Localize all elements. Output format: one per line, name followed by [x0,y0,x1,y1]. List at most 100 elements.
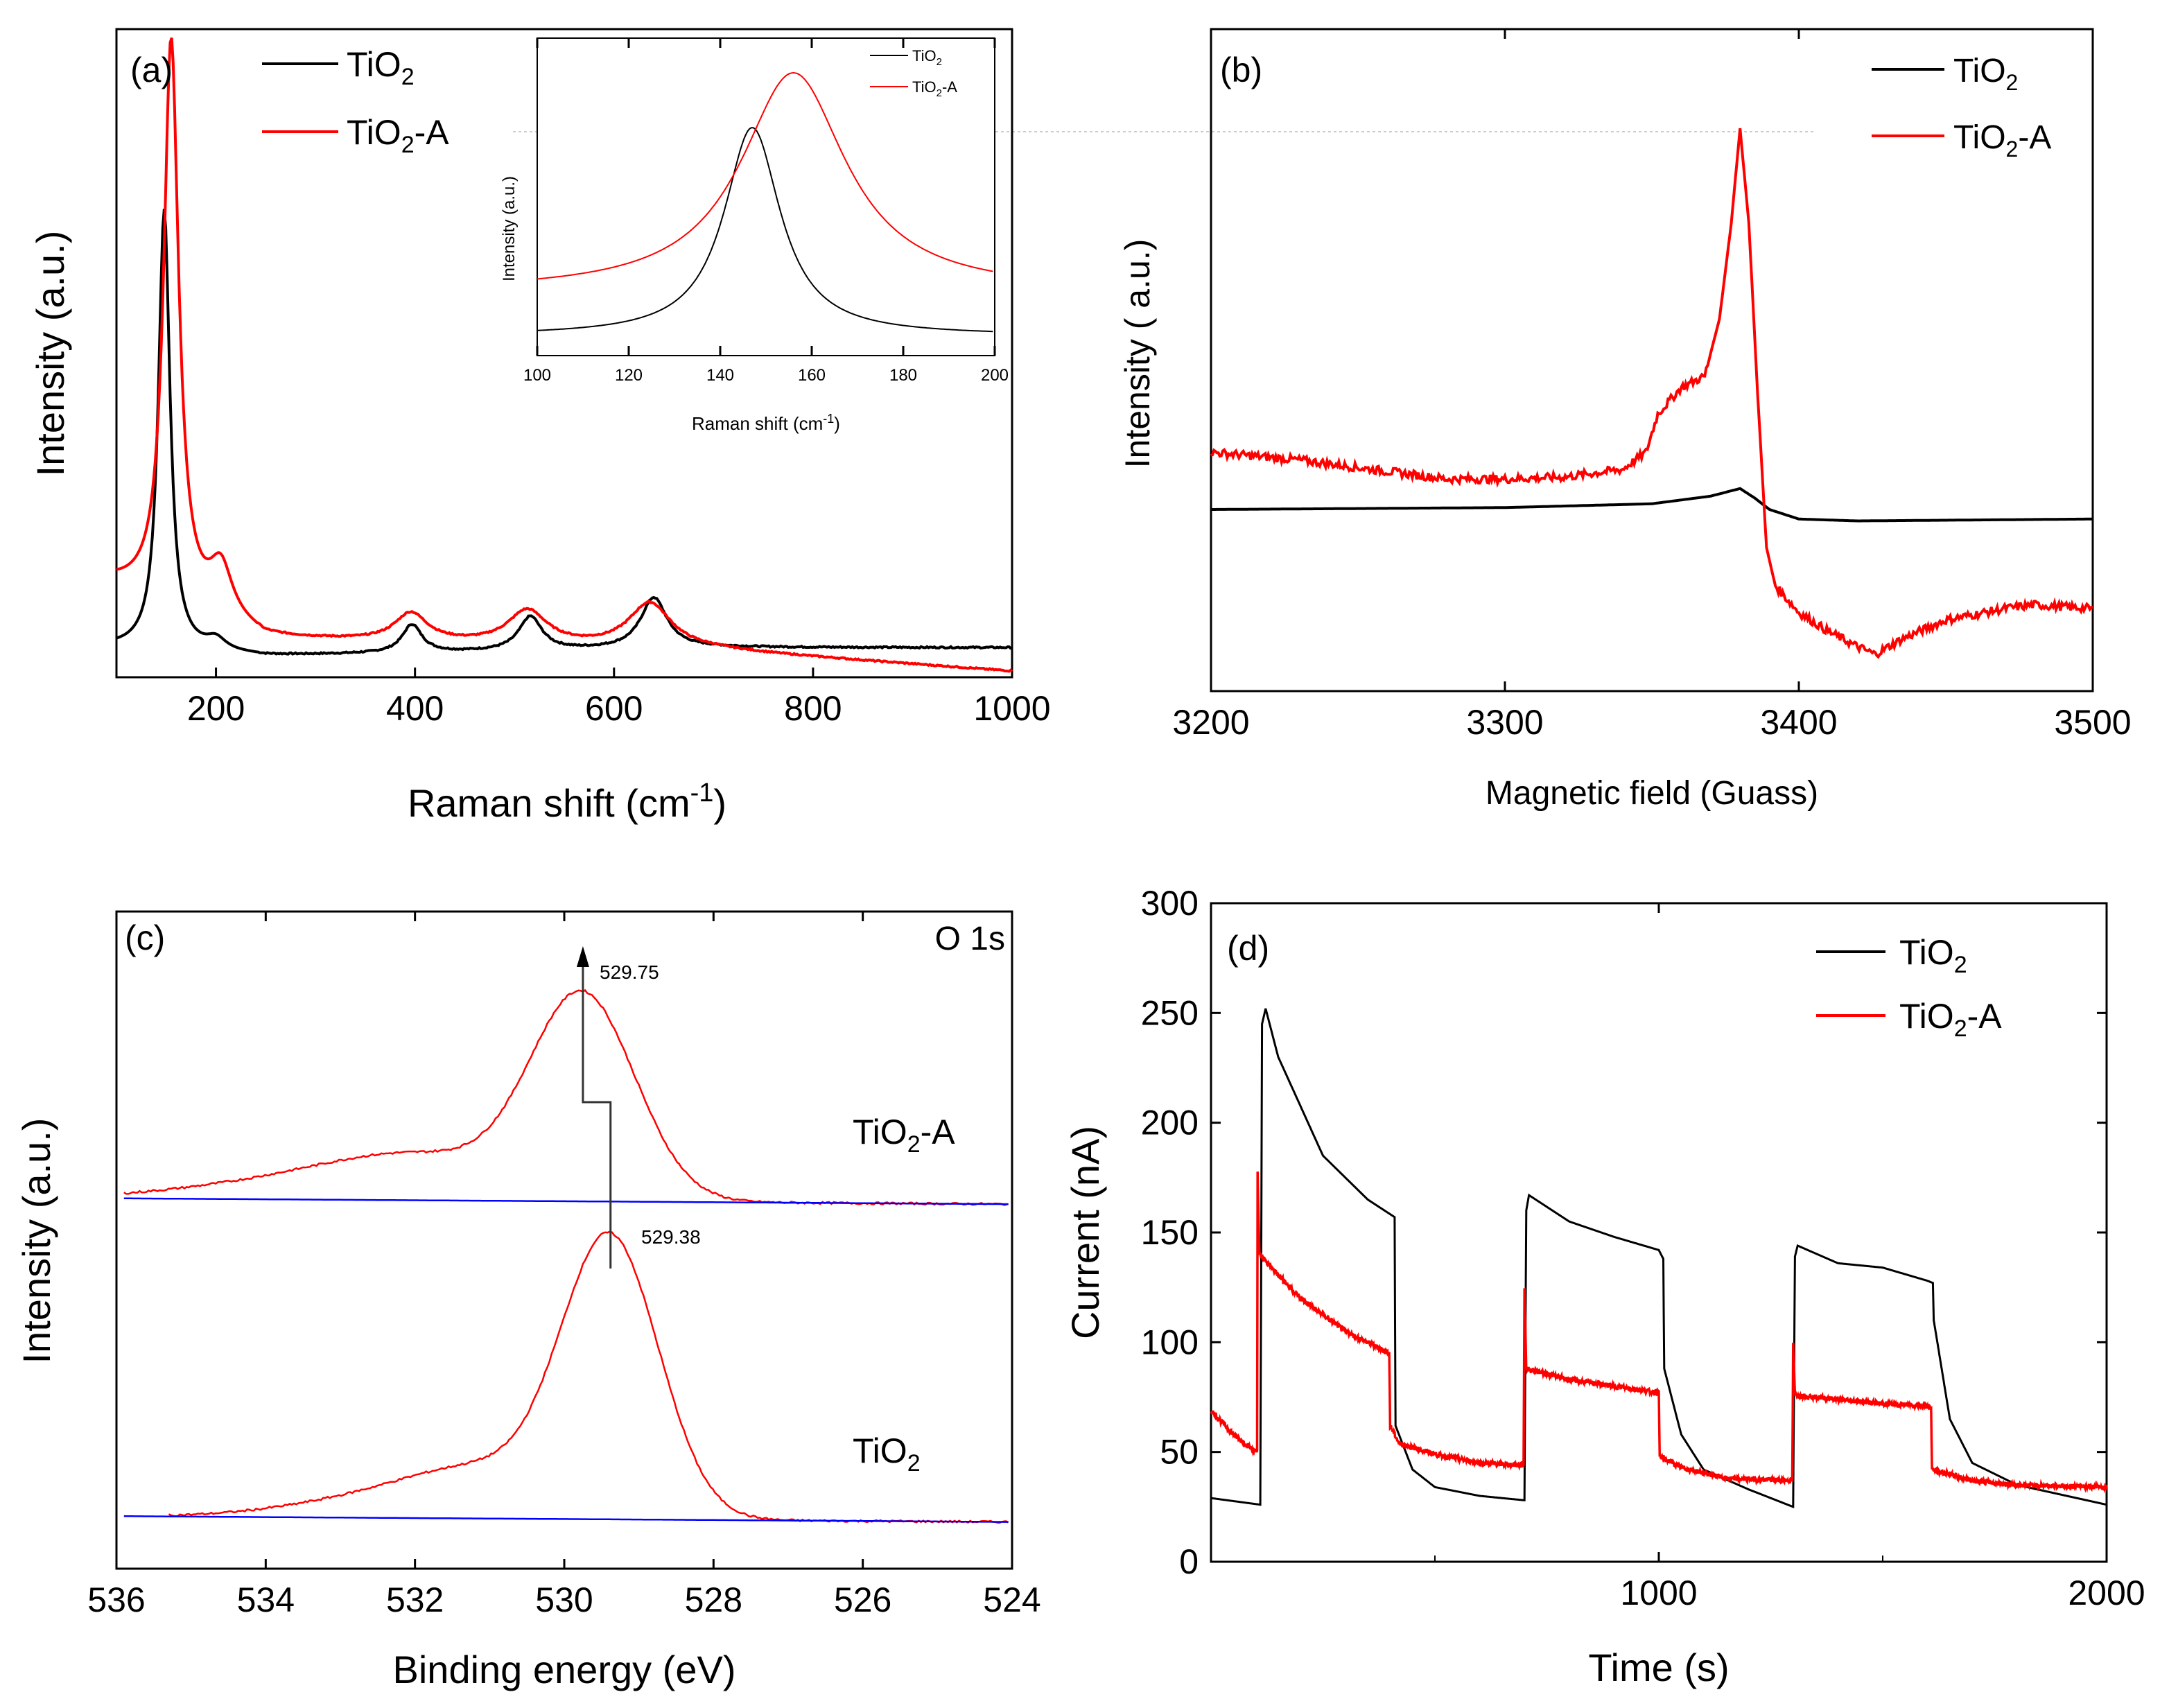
panel-a-x-axis-label: Raman shift (cm-1) [408,778,726,825]
panel-b-x-tick-label: 3500 [2054,703,2131,742]
panel-c-x-tick-label: 524 [983,1580,1040,1619]
panel-b-legend-label-tio2a: TiO2-A [1953,119,2051,162]
panel-a-legend-tio2a-base: TiO [347,113,401,152]
panel-d-legend-tio2-base: TiO [1899,933,1954,972]
panel-d-legend: TiO2 TiO2-A [1816,933,2002,1042]
inset-series-tio2-line [537,127,993,333]
panel-c-label-tio2-base: TiO [853,1431,907,1470]
inset-series-tio2a-line [537,71,993,280]
panel-c-label-tio2-sub: 2 [907,1450,921,1476]
inset-x-tick-label: 160 [798,366,826,385]
panel-a-label: (a) [130,51,173,89]
panel-c-title: O 1s [935,921,1005,957]
panel-d-y-tick-label: 250 [1141,993,1199,1032]
inset-x-ticks: 100 120 140 160 180 200 [523,38,1009,385]
inset-x-tick-label: 100 [523,366,551,385]
inset-series [537,71,993,333]
panel-c-label-tio2a: TiO2-A [853,1113,955,1158]
peak-arrow-icon [576,946,589,967]
panel-b-x-axis-label: Magnetic field (Guass) [1486,775,1818,812]
panel-a-x-axis-label-main: Raman shift (cm [408,781,690,825]
panel-c-label-tio2a-base: TiO [853,1113,907,1151]
panel-c-annotation-tio2: 529.38 [641,1226,701,1248]
panel-a-x-tick-label: 200 [187,689,245,728]
panel-c-x-ticks: 536 534 532 530 528 526 524 [87,912,1041,1619]
panel-b-frame [1210,28,2094,692]
inset-legend-label-tio2a: TiO2-A [912,78,957,99]
panel-b-legend-tio2a-tail: -A [2018,119,2051,156]
panel-d-legend-label-tio2: TiO2 [1899,933,1967,978]
panel-b-legend-label-tio2: TiO2 [1953,53,2018,95]
series-tio2-line [1210,1008,2107,1508]
inset-legend-label-tio2: TiO2 [912,47,942,68]
series-tio2-line [116,209,1013,656]
series-tio2a-line [1210,1171,2108,1494]
baseline-tio2-line [123,1515,1009,1523]
panel-d-x-tick-label: 2000 [2068,1574,2145,1612]
panel-d-x-ticks: 1000 2000 [1434,903,2145,1612]
panel-a: 200 400 600 800 1000 (a) Raman shift (cm-1) … [28,28,1816,825]
series-tio2a-line [1210,128,2093,659]
inset-x-axis-label-main: Raman shift (cm [692,413,823,434]
panel-a-y-axis-label: Intensity (a.u.) [28,231,72,477]
panel-a-x-tick-label: 1000 [973,689,1050,728]
panel-d-legend-tio2a-tail: -A [1967,997,2003,1036]
panel-b-x-tick-label: 3300 [1466,703,1543,742]
panel-c-y-axis-label: Intensity (a.u.) [15,1118,58,1364]
inset-x-tick-label: 140 [706,366,734,385]
panel-c-label-tio2: TiO2 [853,1431,921,1476]
panel-b-legend-tio2-base: TiO [1953,53,2006,89]
panel-b-x-ticks: 3200 3300 3400 3500 [1172,29,2132,742]
panel-c-label-tio2a-tail: -A [921,1113,956,1151]
series-tio2-line [1211,487,2093,523]
panel-c-x-tick-label: 526 [834,1580,891,1619]
panel-a-x-tick-label: 600 [585,689,643,728]
inset-x-tick-label: 120 [615,366,643,385]
inset-legend-tio2a-sub: 2 [937,87,942,99]
panel-b-y-axis-label: Intensity ( a.u.) [1118,239,1157,469]
panel-b-series [1210,128,2093,659]
panel-c-x-tick-label: 528 [685,1580,742,1619]
inset-x-tick-label: 180 [889,366,917,385]
panel-d-legend-tio2-sub: 2 [1954,952,1967,978]
series-tio2a-line [116,37,1013,673]
panel-d-legend-label-tio2a: TiO2-A [1899,997,2002,1042]
panel-d: 0 50 100 150 200 250 300 1000 2000 (d) Time (s)… [1063,884,2145,1689]
panel-a-frame [115,28,1013,679]
panel-d-x-tick-label: 1000 [1620,1574,1697,1612]
panel-b-legend-tio2a-base: TiO [1953,119,2006,156]
panel-d-y-tick-label: 50 [1160,1433,1199,1472]
panel-a-legend-label-tio2a: TiO2-A [347,113,449,158]
inset-legend-tio2-sub: 2 [937,56,942,68]
panel-d-series [1210,1008,2108,1508]
panel-d-x-axis-label: Time (s) [1588,1646,1729,1689]
inset-x-axis-label: Raman shift (cm-1) [692,412,840,434]
panel-b-x-tick-label: 3400 [1760,703,1837,742]
panel-a-series [116,37,1013,673]
panel-a-x-axis-label-end: ) [713,781,726,825]
inset-legend-tio2a-base: TiO [912,78,937,96]
panel-a-x-tick-label: 800 [784,689,842,728]
inset-frame [537,37,995,356]
panel-b-legend-tio2-sub: 2 [2006,70,2019,95]
panel-b: 3200 3300 3400 3500 (b) Magnetic field (Gua… [1118,28,2132,812]
panel-c-label-tio2a-sub: 2 [907,1131,921,1158]
panel-d-y-ticks: 0 50 100 150 200 250 300 [1141,884,2107,1581]
inset-x-axis-label-end: ) [834,413,840,434]
inset-legend-tio2-base: TiO [912,47,937,64]
panel-a-x-tick-label: 400 [386,689,444,728]
panel-d-y-tick-label: 0 [1179,1542,1199,1581]
panel-c-x-axis-label: Binding energy (eV) [393,1648,736,1691]
panel-c: 536 534 532 530 528 526 524 (c) O 1s 529.75 52… [15,910,1041,1691]
panel-b-label: (b) [1220,51,1262,89]
panel-d-y-tick-label: 100 [1141,1323,1199,1361]
panel-c-annotation-tio2a: 529.75 [600,961,659,983]
panel-d-y-tick-label: 200 [1141,1104,1199,1142]
panel-d-label: (d) [1227,929,1269,968]
panel-a-legend: TiO2 TiO2-A [262,45,449,158]
panel-a-legend-tio2-base: TiO [347,45,401,84]
series-tio2-line [168,1230,1009,1524]
panel-d-y-tick-label: 150 [1141,1213,1199,1252]
panel-d-y-axis-label: Current (nA) [1063,1126,1107,1339]
